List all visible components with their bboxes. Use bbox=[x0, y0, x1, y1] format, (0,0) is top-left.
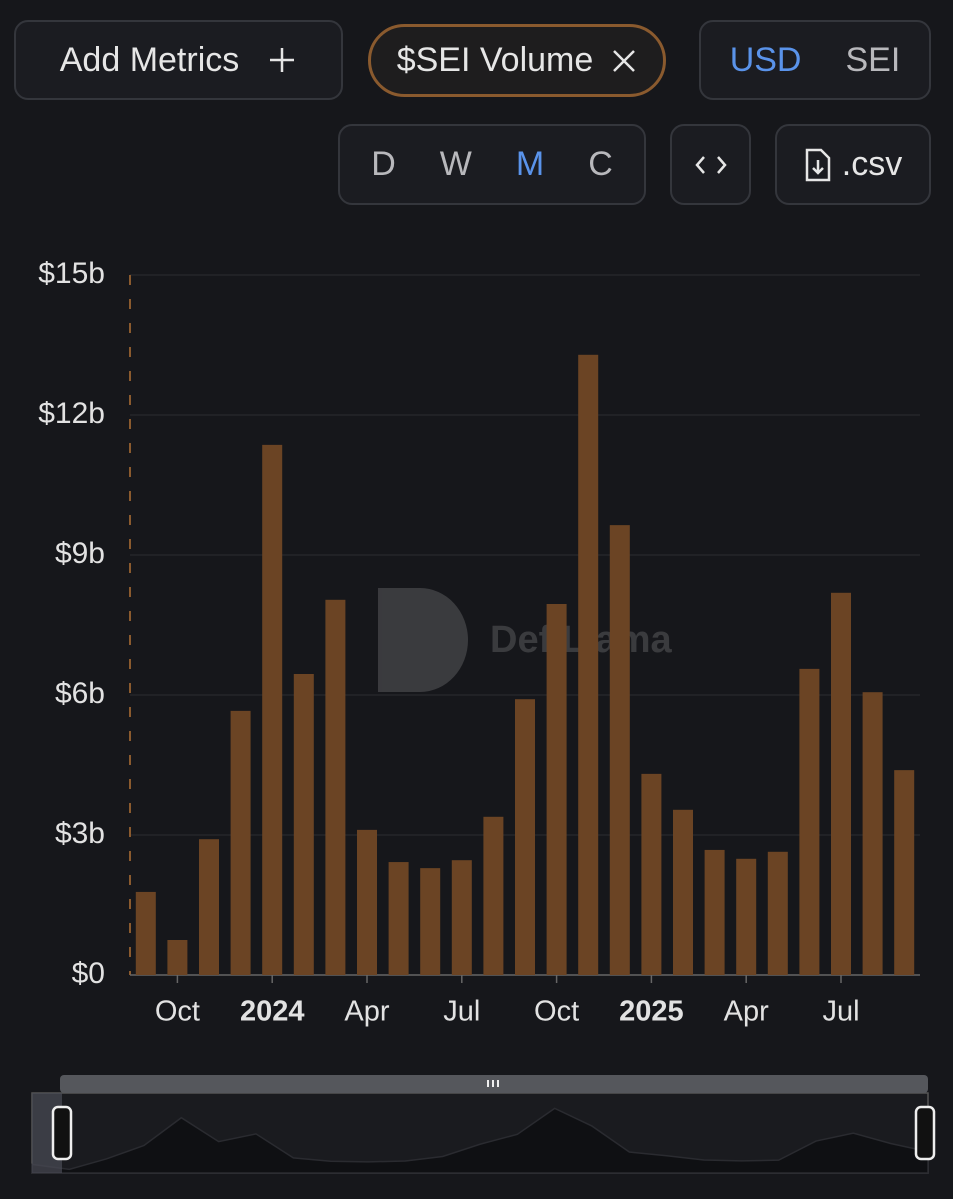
bar bbox=[167, 940, 188, 975]
bar bbox=[862, 692, 883, 975]
x-tick-label: Oct bbox=[534, 996, 579, 1028]
metric-chip[interactable]: $SEI Volume bbox=[368, 24, 666, 97]
bar bbox=[483, 816, 504, 975]
x-tick-label: 2024 bbox=[240, 996, 305, 1028]
x-tick-label: 2025 bbox=[619, 996, 684, 1028]
currency-option[interactable]: USD bbox=[729, 40, 802, 79]
csv-button[interactable]: .csv bbox=[775, 124, 931, 205]
y-tick-label: $15b bbox=[38, 257, 105, 290]
periods-option[interactable]: W bbox=[439, 145, 472, 183]
bar bbox=[293, 674, 314, 975]
y-tick-label: $0 bbox=[72, 957, 105, 990]
bar bbox=[388, 862, 409, 975]
periods-option[interactable]: C bbox=[588, 145, 613, 183]
periods-option[interactable]: M bbox=[515, 145, 545, 183]
y-tick-label: $3b bbox=[55, 817, 105, 850]
code-icon bbox=[694, 155, 727, 174]
embed-button[interactable] bbox=[670, 124, 751, 205]
bar bbox=[704, 849, 725, 975]
x-tick-label: Jul bbox=[443, 996, 480, 1028]
bar bbox=[357, 829, 377, 975]
currency-toggle: USD SEI bbox=[699, 20, 931, 100]
bar bbox=[135, 891, 156, 975]
brush-handle[interactable] bbox=[914, 1105, 936, 1161]
brush-grip bbox=[487, 1080, 499, 1087]
x-tick-label: Jul bbox=[822, 996, 859, 1028]
file-icon bbox=[805, 148, 831, 181]
brush-handle[interactable] bbox=[51, 1105, 73, 1161]
currency-option[interactable]: SEI bbox=[845, 40, 901, 79]
bar bbox=[515, 699, 535, 975]
y-tick-label: $6b bbox=[55, 677, 105, 710]
bar bbox=[546, 604, 567, 975]
bar bbox=[609, 525, 630, 975]
y-tick-label: $9b bbox=[55, 537, 105, 570]
bar bbox=[451, 860, 472, 975]
add-metrics-label: Add Metrics bbox=[59, 40, 240, 79]
watermark-logo bbox=[378, 588, 468, 692]
bar bbox=[578, 354, 599, 975]
brush-area bbox=[31, 1107, 929, 1174]
bar bbox=[199, 839, 219, 975]
x-tick-label: Apr bbox=[344, 996, 389, 1028]
x-tick-label: Apr bbox=[724, 996, 769, 1028]
close-icon[interactable] bbox=[611, 48, 637, 74]
bar bbox=[894, 770, 915, 975]
bar bbox=[831, 592, 851, 975]
bar bbox=[799, 668, 820, 975]
y-tick-label: $12b bbox=[38, 397, 105, 430]
csv-label: .csv bbox=[841, 145, 903, 183]
bar bbox=[673, 809, 693, 975]
bar bbox=[736, 858, 757, 975]
bar bbox=[325, 599, 346, 975]
add-metrics-button[interactable]: Add Metrics bbox=[14, 20, 343, 100]
x-tick-label: Oct bbox=[155, 996, 200, 1028]
bar bbox=[641, 773, 662, 975]
periods-option[interactable]: D bbox=[371, 145, 396, 183]
bar bbox=[420, 868, 441, 975]
bar bbox=[767, 851, 788, 975]
bar bbox=[230, 710, 251, 975]
plus-icon bbox=[270, 48, 295, 72]
bar bbox=[262, 444, 283, 975]
metric-label: $SEI Volume bbox=[396, 41, 594, 79]
